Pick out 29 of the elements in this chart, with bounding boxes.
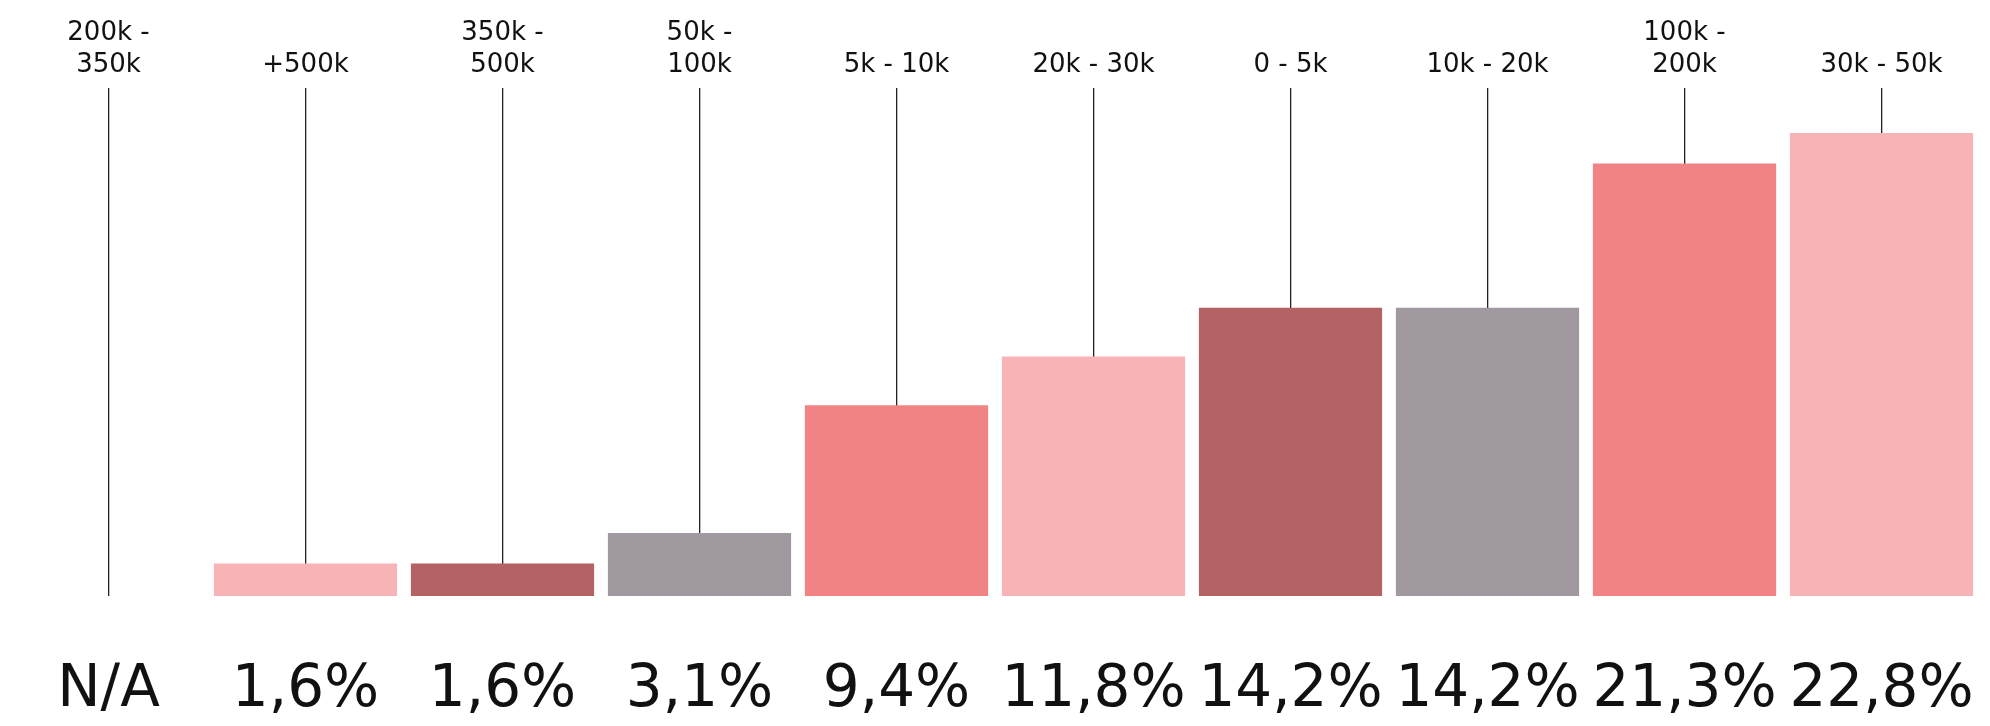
x-tick-label: 10k - 20k — [1426, 47, 1549, 78]
data-label: 1,6% — [231, 652, 380, 720]
bar — [1001, 356, 1186, 596]
bar — [607, 533, 792, 596]
data-label: 9,4% — [822, 652, 971, 720]
bar — [804, 405, 989, 596]
data-label: 3,1% — [625, 652, 774, 720]
data-label: 11,8% — [1001, 652, 1186, 720]
x-tick-label: 200k - 350k — [67, 16, 150, 78]
data-label: 14,2% — [1198, 652, 1383, 720]
x-tick-label: 350k - 500k — [461, 16, 544, 78]
x-tick-label: 20k - 30k — [1032, 47, 1155, 78]
x-tick-label: +500k — [262, 47, 349, 78]
x-tick-label: 0 - 5k — [1253, 47, 1328, 78]
data-label: 14,2% — [1395, 652, 1580, 720]
x-tick-label: 30k - 50k — [1820, 47, 1943, 78]
text: N/A — [57, 652, 160, 720]
x-tick-label: 5k - 10k — [843, 47, 950, 78]
data-label: 21,3% — [1592, 652, 1777, 720]
bar — [1789, 133, 1974, 596]
data-label: 22,8% — [1789, 652, 1974, 720]
bar — [410, 563, 595, 596]
bar — [1198, 307, 1383, 596]
x-tick-label: 50k - 100k — [666, 16, 733, 78]
x-tick-label: 100k - 200k — [1643, 16, 1726, 78]
data-label: 1,6% — [428, 652, 577, 720]
bar — [1395, 307, 1580, 596]
bar — [1592, 163, 1777, 596]
bar — [213, 563, 398, 596]
